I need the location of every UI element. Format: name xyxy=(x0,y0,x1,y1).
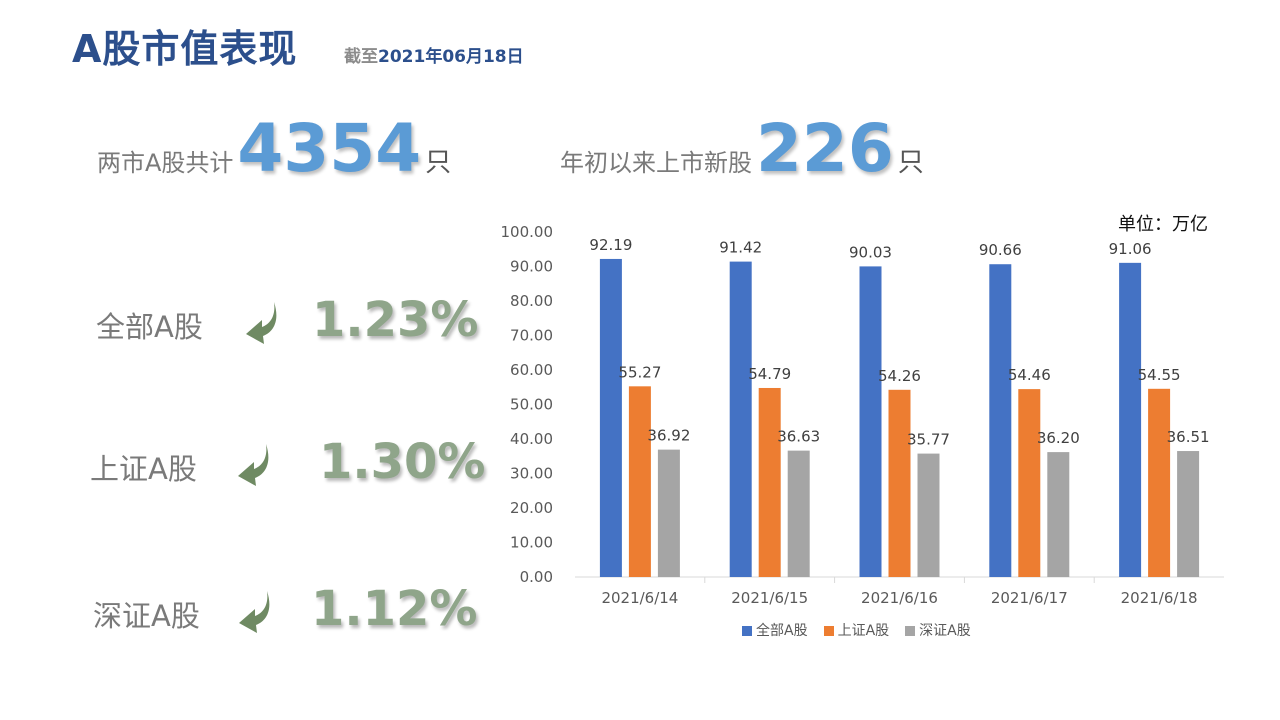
market-cap-bar-chart: 0.00 10.00 20.00 30.00 40.00 50.00 60.00 70.00 8… xyxy=(501,223,1224,607)
data-label: 54.79 xyxy=(748,365,791,383)
as-of-date: 截至2021年06月18日 xyxy=(344,42,524,67)
y-tick-label: 40.00 xyxy=(510,430,553,448)
data-label: 35.77 xyxy=(907,431,950,449)
legend-item: 深证A股 xyxy=(905,620,971,640)
y-tick-label: 50.00 xyxy=(510,396,553,414)
stat-unit: 只 xyxy=(425,148,452,178)
data-label: 36.63 xyxy=(777,428,820,446)
data-label: 36.92 xyxy=(647,427,690,445)
y-tick-label: 80.00 xyxy=(510,292,553,310)
bar-1-2 xyxy=(729,261,752,577)
stat-value: 4354 xyxy=(237,110,422,187)
down-arrow-icon xyxy=(246,302,277,344)
bar-2-3 xyxy=(888,389,911,577)
as-of-value: 2021年06月18日 xyxy=(378,47,524,67)
as-of-label: 截至 xyxy=(344,47,378,67)
chart-legend: 全部A股 上证A股 深证A股 xyxy=(742,620,987,640)
legend-item: 全部A股 xyxy=(742,620,808,640)
legend-swatch xyxy=(905,626,916,636)
y-tick-label: 10.00 xyxy=(510,534,553,552)
stat-unit: 只 xyxy=(897,148,924,178)
bar-3-5 xyxy=(1177,451,1200,577)
data-label: 91.06 xyxy=(1109,240,1152,258)
change-name: 深证A股 xyxy=(93,599,200,633)
bar-3-2 xyxy=(787,450,810,577)
legend-swatch xyxy=(742,626,752,636)
bar-2-5 xyxy=(1148,388,1171,577)
bar-3-3 xyxy=(917,453,940,577)
bar-1-3 xyxy=(859,266,882,577)
change-name: 上证A股 xyxy=(90,452,197,486)
bar-2-1 xyxy=(628,386,651,577)
bar-3-4 xyxy=(1047,452,1070,577)
x-tick-label: 2021/6/16 xyxy=(861,589,938,607)
data-label: 91.42 xyxy=(719,239,762,257)
bar-3-1 xyxy=(657,449,680,577)
change-percent: 1.12% xyxy=(311,581,478,637)
chart-unit-label: 单位：万亿 xyxy=(1118,214,1208,235)
data-label: 90.66 xyxy=(979,241,1022,259)
data-label: 55.27 xyxy=(618,363,661,381)
down-arrow-icon xyxy=(239,591,270,633)
data-label: 36.20 xyxy=(1037,429,1080,447)
y-tick-label: 30.00 xyxy=(510,465,553,483)
data-label: 54.55 xyxy=(1138,366,1181,384)
y-tick-label: 0.00 xyxy=(520,568,553,586)
change-percent: 1.23% xyxy=(312,292,479,348)
down-arrow-icon xyxy=(238,444,269,486)
page-title: A股市值表现 xyxy=(72,27,298,71)
stat-new-listings: 年初以来上市新股226 只 xyxy=(560,110,924,190)
data-label: 54.26 xyxy=(878,367,921,385)
data-label: 92.19 xyxy=(589,236,632,254)
data-label: 90.03 xyxy=(849,243,892,261)
bar-1-4 xyxy=(989,264,1012,577)
x-tick-label: 2021/6/15 xyxy=(731,589,808,607)
change-percent: 1.30% xyxy=(319,434,486,490)
change-name: 全部A股 xyxy=(96,310,203,344)
y-tick-label: 90.00 xyxy=(510,258,553,276)
x-tick-label: 2021/6/18 xyxy=(1121,589,1198,607)
x-tick-label: 2021/6/14 xyxy=(601,589,678,607)
bar-1-5 xyxy=(1119,262,1142,577)
y-tick-label: 20.00 xyxy=(510,499,553,517)
stat-value: 226 xyxy=(756,110,894,187)
bar-1-1 xyxy=(599,258,622,577)
y-tick-label: 70.00 xyxy=(510,327,553,345)
bar-2-4 xyxy=(1018,389,1041,577)
legend-label: 深证A股 xyxy=(919,623,971,639)
x-tick-label: 2021/6/17 xyxy=(991,589,1068,607)
legend-item: 上证A股 xyxy=(823,620,890,640)
data-label: 36.51 xyxy=(1167,428,1210,446)
stat-total-a-shares: 两市A股共计4354 只 xyxy=(97,110,451,190)
legend-swatch xyxy=(823,626,834,636)
stat-label: 年初以来上市新股 xyxy=(560,149,752,177)
y-tick-label: 60.00 xyxy=(510,361,553,379)
data-label: 54.46 xyxy=(1008,366,1051,384)
legend-label: 上证A股 xyxy=(837,623,890,639)
legend-label: 全部A股 xyxy=(756,623,808,639)
stat-label: 两市A股共计 xyxy=(97,149,234,177)
y-tick-label: 100.00 xyxy=(501,223,554,241)
bar-2-2 xyxy=(758,387,781,577)
